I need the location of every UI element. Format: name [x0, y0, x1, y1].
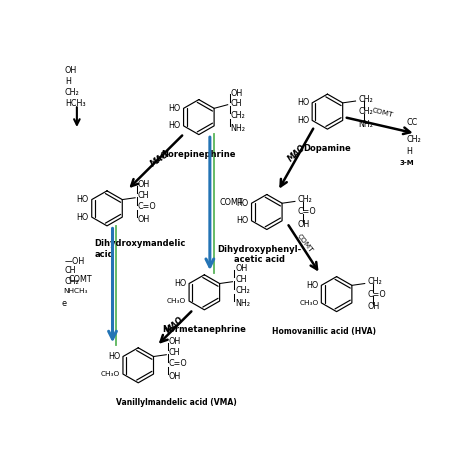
Text: CH: CH [138, 191, 149, 200]
Text: OH: OH [230, 89, 243, 98]
Text: CH₂: CH₂ [65, 88, 80, 97]
Text: OH: OH [169, 337, 181, 346]
Text: NH₂: NH₂ [235, 299, 250, 308]
Text: HO: HO [168, 121, 181, 130]
Text: Norepinephrine: Norepinephrine [162, 150, 236, 159]
Text: HO: HO [306, 281, 319, 290]
Text: CH₂: CH₂ [230, 111, 245, 120]
Text: C=O: C=O [367, 290, 386, 299]
Text: C=O: C=O [138, 202, 156, 211]
Text: CH: CH [235, 274, 246, 283]
Text: CH₂: CH₂ [65, 277, 80, 286]
Text: C=O: C=O [169, 359, 188, 368]
Text: HO: HO [76, 195, 89, 204]
Text: OH: OH [367, 302, 380, 311]
Text: NHCH₃: NHCH₃ [63, 288, 87, 294]
Text: Dopamine: Dopamine [303, 145, 351, 154]
Text: HO: HO [297, 116, 309, 125]
Text: OH: OH [138, 180, 150, 189]
Text: Dihydroxyphenyl-
acetic acid: Dihydroxyphenyl- acetic acid [218, 245, 301, 264]
Text: —OH: —OH [65, 257, 85, 266]
Text: e: e [61, 299, 66, 308]
Text: MAO: MAO [286, 143, 308, 164]
Text: OH: OH [169, 372, 181, 381]
Text: OH: OH [138, 215, 150, 224]
Text: C=O: C=O [298, 208, 316, 217]
Text: CH₃O: CH₃O [101, 371, 120, 377]
Text: COMT: COMT [219, 199, 243, 207]
Text: OH: OH [235, 264, 247, 273]
Text: HO: HO [174, 279, 186, 288]
Text: NH₂: NH₂ [230, 124, 245, 133]
Text: MAO: MAO [164, 315, 185, 336]
Text: OH: OH [65, 66, 77, 75]
Text: CH₂: CH₂ [235, 286, 250, 295]
Text: Dihydroxymandelic
acid: Dihydroxymandelic acid [94, 239, 185, 259]
Text: CH₂: CH₂ [367, 277, 382, 286]
Text: CH: CH [169, 347, 181, 356]
Text: HO: HO [108, 352, 120, 361]
Text: Homovanillic acid (HVA): Homovanillic acid (HVA) [272, 327, 376, 336]
Text: HO: HO [297, 99, 309, 108]
Text: 3-M: 3-M [399, 160, 414, 166]
Text: Normetanephrine: Normetanephrine [163, 325, 246, 334]
Text: NH₂: NH₂ [358, 119, 373, 128]
Text: OH: OH [298, 220, 310, 229]
Text: CH: CH [65, 266, 76, 275]
Text: CH: CH [230, 100, 242, 109]
Text: CH₃O: CH₃O [299, 300, 319, 306]
Text: COMT: COMT [371, 107, 394, 118]
Text: MAO: MAO [149, 149, 172, 169]
Text: Vanillylmandelic acid (VMA): Vanillylmandelic acid (VMA) [116, 398, 237, 407]
Text: HCH₃: HCH₃ [65, 99, 85, 108]
Text: CH₂: CH₂ [406, 135, 421, 144]
Text: HO: HO [76, 213, 89, 222]
Text: CH₃O: CH₃O [167, 298, 186, 304]
Text: HO: HO [168, 104, 181, 113]
Text: HO: HO [237, 199, 248, 208]
Text: HO: HO [237, 216, 248, 225]
Text: COMT: COMT [296, 233, 314, 254]
Text: CH₂: CH₂ [358, 95, 373, 104]
Text: CH₂: CH₂ [298, 195, 312, 204]
Text: H: H [406, 146, 412, 155]
Text: H: H [65, 77, 71, 86]
Text: COMT: COMT [69, 275, 92, 284]
Text: CH₂: CH₂ [358, 107, 373, 116]
Text: CC: CC [406, 118, 418, 127]
